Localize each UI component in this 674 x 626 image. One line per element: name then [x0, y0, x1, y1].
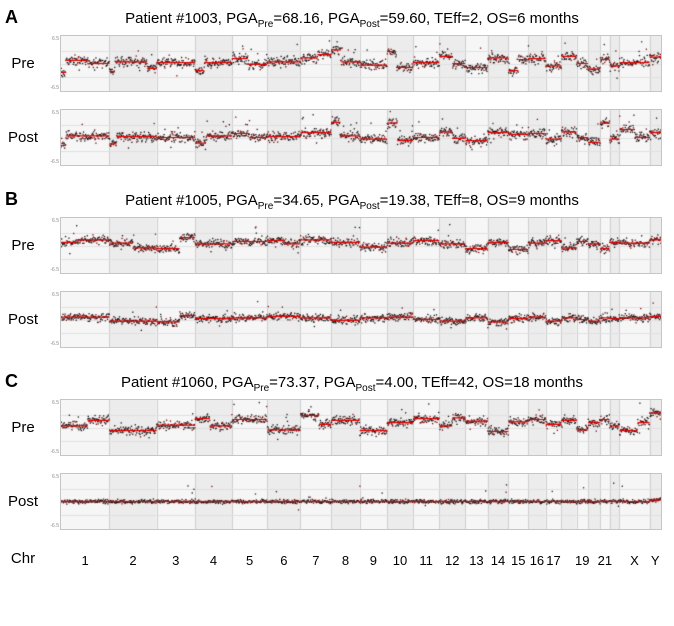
- y-axis: 6.5 -6.5: [46, 36, 60, 91]
- title-subscript-post: Post: [359, 201, 380, 212]
- y-tick-bottom: -6.5: [50, 449, 59, 455]
- title-text: =4.00, TEff=42, OS=18 months: [375, 374, 583, 391]
- track-row-pre: Pre 6.5 -6.5: [0, 399, 674, 456]
- y-axis: 6.5 -6.5: [46, 400, 60, 455]
- chr-tick-7: 7: [312, 553, 320, 568]
- genome-plot-C-post: [60, 473, 662, 530]
- title-text: Patient #1005, PGA: [125, 192, 258, 209]
- y-tick-top: 6.5: [52, 218, 59, 224]
- genome-plot-B-post: [60, 291, 662, 348]
- track-row-post: Post 6.5 -6.5: [0, 109, 674, 166]
- genome-plot-A-pre: [60, 35, 662, 92]
- y-tick-bottom: -6.5: [50, 267, 59, 273]
- chr-tick-X: X: [630, 553, 639, 568]
- panel-title-B: Patient #1005, PGAPre=34.65, PGAPost=19.…: [0, 186, 674, 217]
- y-axis: 6.5 -6.5: [46, 292, 60, 347]
- track-row-pre: Pre 6.5 -6.5: [0, 35, 674, 92]
- genome-plot-B-pre: [60, 217, 662, 274]
- title-subscript-post: Post: [359, 19, 380, 30]
- title-text: =73.37, PGA: [269, 374, 356, 391]
- title-text: Patient #1060, PGA: [121, 374, 254, 391]
- panel-C: C Patient #1060, PGAPre=73.37, PGAPost=4…: [0, 368, 674, 530]
- y-tick-top: 6.5: [52, 110, 59, 116]
- chr-tick-11: 11: [419, 553, 433, 568]
- title-text: Patient #1003, PGA: [125, 10, 258, 27]
- track-label-pre: Pre: [11, 237, 35, 254]
- chromosome-axis: Chr 1 2 3 4 5 6 7 8 9 10 11 12 13 14 15 16 17 19 21 X Y: [0, 550, 674, 572]
- chr-tick-3: 3: [172, 553, 180, 568]
- panel-title-C: Patient #1060, PGAPre=73.37, PGAPost=4.0…: [0, 368, 674, 399]
- y-axis: 6.5 -6.5: [46, 474, 60, 529]
- track-row-post: Post 6.5 -6.5: [0, 291, 674, 348]
- chr-tick-19: 19: [575, 553, 590, 568]
- title-subscript-pre: Pre: [253, 383, 270, 394]
- y-axis: 6.5 -6.5: [46, 218, 60, 273]
- title-text: =34.65, PGA: [273, 192, 360, 209]
- track-label-post: Post: [7, 493, 38, 510]
- panel-title-A: Patient #1003, PGAPre=68.16, PGAPost=59.…: [0, 4, 674, 35]
- title-text: =59.60, TEff=2, OS=6 months: [379, 10, 579, 27]
- title-text: =68.16, PGA: [273, 10, 360, 27]
- chr-tick-21: 21: [597, 553, 613, 568]
- y-tick-top: 6.5: [52, 292, 59, 298]
- y-axis: 6.5 -6.5: [46, 110, 60, 165]
- track-label-post: Post: [7, 129, 38, 146]
- title-subscript-pre: Pre: [257, 19, 274, 30]
- panel-letter-A: A: [5, 7, 18, 27]
- track-label-post: Post: [7, 311, 38, 328]
- chr-tick-2: 2: [129, 553, 137, 568]
- chr-tick-13: 13: [469, 553, 484, 568]
- chr-tick-17: 17: [546, 553, 561, 568]
- chr-tick-6: 6: [280, 553, 288, 568]
- chr-axis-label: Chr: [10, 550, 36, 567]
- y-tick-bottom: -6.5: [50, 341, 59, 347]
- title-text: =19.38, TEff=8, OS=9 months: [379, 192, 579, 209]
- panel-letter-C: C: [5, 371, 18, 391]
- chr-tick-Y: Y: [650, 553, 660, 568]
- chr-tick-5: 5: [246, 553, 254, 568]
- chr-tick-14: 14: [490, 553, 506, 568]
- track-label-pre: Pre: [11, 419, 35, 436]
- panel-A: A Patient #1003, PGAPre=68.16, PGAPost=5…: [0, 4, 674, 166]
- chr-tick-1: 1: [81, 553, 89, 568]
- track-row-pre: Pre 6.5 -6.5: [0, 217, 674, 274]
- genome-plot-C-pre: [60, 399, 662, 456]
- y-tick-top: 6.5: [52, 400, 59, 406]
- chr-tick-12: 12: [445, 553, 460, 568]
- chr-tick-8: 8: [341, 553, 350, 568]
- y-tick-bottom: -6.5: [50, 523, 59, 529]
- y-tick-top: 6.5: [52, 36, 59, 42]
- title-subscript-post: Post: [355, 383, 376, 394]
- chr-tick-16: 16: [529, 553, 545, 568]
- panel-letter-B: B: [5, 189, 18, 209]
- chr-tick-10: 10: [392, 553, 408, 568]
- chr-tick-9: 9: [369, 553, 377, 568]
- y-tick-bottom: -6.5: [50, 159, 59, 165]
- track-row-post: Post 6.5 -6.5: [0, 473, 674, 530]
- chr-tick-4: 4: [209, 553, 218, 568]
- y-tick-top: 6.5: [52, 474, 59, 480]
- panel-B: B Patient #1005, PGAPre=34.65, PGAPost=1…: [0, 186, 674, 348]
- chr-tick-15: 15: [511, 553, 526, 568]
- chr-ticks: 1 2 3 4 5 6 7 8 9 10 11 12 13 14 15 16 17 19 21 X Y: [61, 550, 661, 572]
- y-tick-bottom: -6.5: [50, 85, 59, 91]
- title-subscript-pre: Pre: [257, 201, 274, 212]
- genome-plot-A-post: [60, 109, 662, 166]
- track-label-pre: Pre: [11, 55, 35, 72]
